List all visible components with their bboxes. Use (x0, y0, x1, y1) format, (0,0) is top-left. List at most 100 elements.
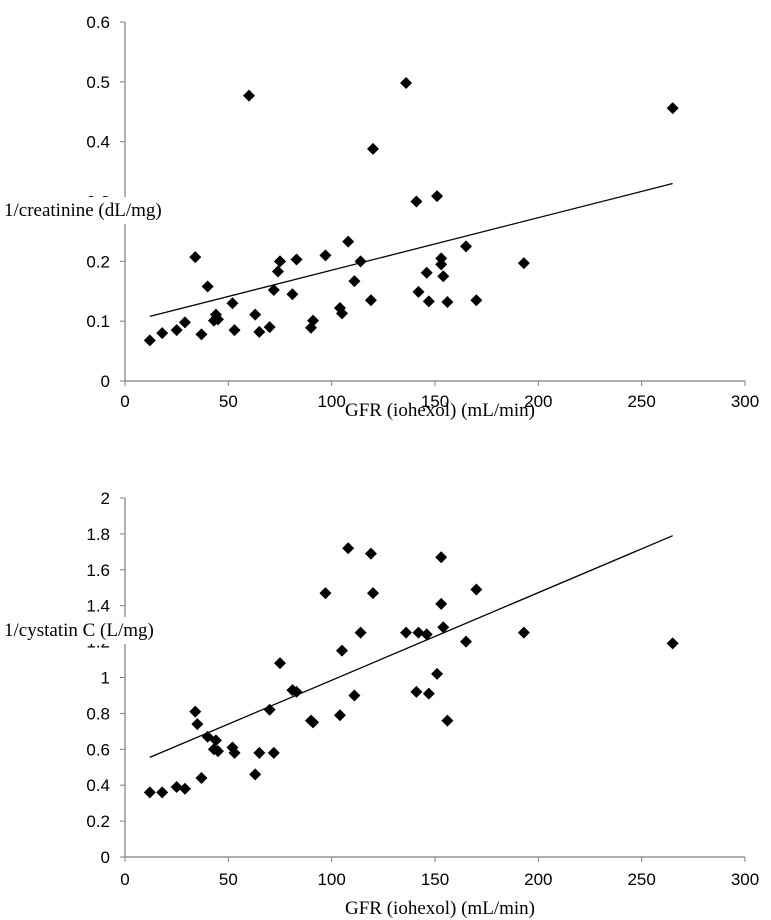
y-tick-label: 2 (101, 489, 110, 508)
x-tick-label: 50 (219, 392, 238, 411)
y-tick-label: 1.4 (86, 597, 110, 616)
data-point (441, 296, 454, 309)
data-point (412, 285, 425, 298)
x-tick-label: 200 (524, 392, 552, 411)
data-point (460, 635, 472, 648)
x-tick-label: 300 (731, 870, 759, 889)
data-point (342, 235, 355, 248)
data-point (435, 597, 448, 610)
data-point (666, 102, 679, 115)
y-tick-label: 1.6 (86, 561, 110, 580)
y-tick-label: 0.5 (86, 73, 110, 92)
data-point (470, 583, 483, 596)
y-tick-label: 0.6 (86, 13, 110, 32)
data-point (354, 626, 367, 639)
data-point (517, 257, 530, 270)
data-point (253, 325, 266, 338)
y-axis-title-background (2, 617, 158, 644)
data-point (274, 255, 286, 268)
x-tick-label: 250 (627, 870, 655, 889)
y-tick-label: 0.2 (86, 252, 110, 271)
data-point (364, 547, 377, 560)
data-point (422, 687, 435, 700)
data-point (420, 628, 433, 641)
data-point (263, 703, 276, 716)
data-point (209, 734, 222, 747)
data-point (435, 551, 448, 564)
data-point (470, 294, 483, 307)
x-tick-label: 100 (317, 392, 345, 411)
y-tick-label: 1 (101, 669, 110, 688)
data-point (271, 265, 284, 278)
data-point (354, 255, 367, 268)
y-tick-label: 0.4 (86, 776, 110, 795)
data-point (336, 644, 348, 657)
y-tick-label: 0.6 (86, 740, 110, 759)
y-tick-label: 0.1 (86, 312, 110, 331)
data-point (410, 195, 423, 208)
data-point (263, 321, 276, 334)
x-tick-label: 200 (524, 870, 552, 889)
data-point (228, 746, 241, 759)
data-point (435, 258, 448, 271)
x-tick-label: 150 (421, 870, 449, 889)
trendline (149, 535, 673, 758)
data-point (400, 626, 413, 639)
data-point (290, 685, 303, 698)
x-tick-label: 250 (627, 392, 655, 411)
data-point (156, 327, 169, 340)
data-point (460, 240, 472, 253)
data-point (441, 714, 454, 727)
data-point (333, 709, 346, 722)
y-tick-label: 1.8 (86, 525, 110, 544)
data-point (666, 637, 679, 650)
data-point (420, 266, 433, 279)
data-point (336, 307, 348, 320)
data-point (400, 77, 413, 90)
data-point (170, 780, 183, 793)
data-point (212, 745, 224, 758)
data-point (178, 782, 191, 795)
data-point (191, 718, 204, 731)
data-point (367, 142, 379, 155)
data-point (422, 295, 435, 308)
data-point (348, 689, 361, 702)
data-point (274, 657, 286, 670)
data-point (267, 746, 280, 759)
y-axis-title: 1/creatinine (dL/mg) (4, 200, 162, 221)
y-tick-label: 0 (101, 848, 110, 867)
x-tick-label: 150 (421, 392, 449, 411)
x-tick-label: 0 (120, 392, 129, 411)
trendline (149, 182, 673, 318)
data-point (307, 716, 320, 729)
x-tick-label: 100 (317, 870, 345, 889)
data-point (286, 288, 299, 301)
data-point (367, 587, 379, 600)
data-point (201, 280, 214, 293)
data-point (178, 316, 191, 329)
data-point (195, 328, 208, 341)
data-point (249, 768, 262, 781)
data-point (253, 746, 266, 759)
data-point (348, 275, 361, 288)
x-axis-title: GFR (iohexol) (mL/min) (345, 898, 535, 919)
data-point (226, 297, 239, 310)
data-point (212, 313, 224, 326)
creatinine-chart: 00.10.20.30.40.50.60501001502002503001/c… (2, 13, 759, 421)
data-point (412, 626, 425, 639)
data-point (195, 772, 208, 785)
y-tick-label: 0.8 (86, 704, 110, 723)
y-tick-label: 0.2 (86, 812, 110, 831)
data-point (228, 324, 241, 337)
y-axis-title: 1/cystatin C (L/mg) (4, 620, 154, 641)
data-point (143, 334, 156, 347)
data-point (156, 786, 169, 799)
data-point (170, 324, 183, 337)
y-tick-label: 0 (101, 372, 110, 391)
data-point (143, 786, 156, 799)
data-point (243, 89, 255, 102)
data-point (364, 294, 377, 307)
data-point (437, 270, 450, 283)
data-point (431, 190, 444, 203)
